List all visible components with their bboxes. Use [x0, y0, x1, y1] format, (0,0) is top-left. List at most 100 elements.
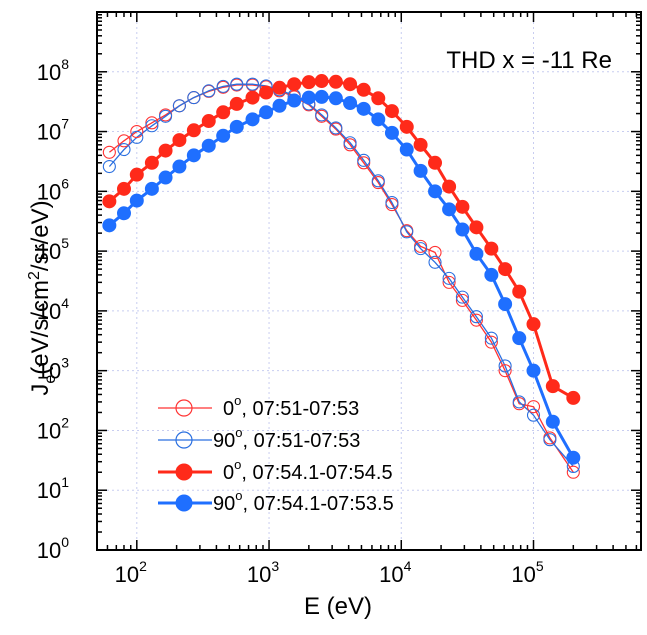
y-axis-title-rest1: (eV/s/cm	[27, 280, 54, 375]
x-tick-label-exp: 5	[536, 558, 544, 574]
y-tick-label-exp: 2	[61, 414, 69, 430]
legend-label: 0o, 07:51-07:53	[223, 393, 359, 420]
data-point	[384, 125, 399, 140]
x-tick-label: 105	[511, 558, 543, 587]
data-point	[371, 174, 385, 188]
data-point	[343, 96, 358, 111]
data-point	[498, 297, 513, 312]
legend-label-sup: o	[235, 425, 242, 440]
x-axis-title: E (eV)	[304, 593, 372, 620]
data-point	[484, 241, 499, 256]
y-tick-label-base: 10	[37, 418, 61, 443]
series-markers	[102, 74, 581, 479]
data-point	[442, 275, 456, 289]
x-tick-label-exp: 2	[139, 558, 147, 574]
data-point	[245, 112, 260, 127]
data-point	[314, 89, 329, 104]
legend-marker	[175, 431, 193, 449]
data-point	[526, 317, 541, 332]
data-point	[566, 390, 581, 405]
data-point	[116, 206, 131, 221]
legend-label-pre: 0	[223, 398, 234, 420]
x-tick-label: 103	[247, 558, 279, 587]
y-tick-label-exp: 3	[61, 355, 69, 371]
data-point	[202, 84, 216, 98]
data-point	[287, 93, 302, 108]
data-point	[512, 395, 526, 409]
data-point	[512, 331, 527, 346]
data-point	[158, 170, 173, 185]
data-point	[129, 167, 144, 182]
data-point	[526, 363, 541, 378]
data-point	[498, 364, 512, 378]
legend-label-sup: o	[234, 393, 241, 408]
data-point	[442, 202, 457, 217]
legend-label: 0o, 07:54.1-07:54.5	[223, 457, 393, 484]
x-tick-label-base: 10	[379, 562, 403, 587]
y-tick-label: 102	[37, 414, 69, 443]
legend-label-post: , 07:51-07:53	[241, 398, 359, 420]
data-point	[102, 145, 116, 159]
data-point	[329, 121, 343, 135]
chart-annotation: THD x = -11 Re	[446, 47, 612, 74]
data-point	[400, 225, 414, 239]
y-axis-title-main: J	[27, 384, 54, 396]
x-tick-label: 104	[379, 558, 411, 587]
data-point	[201, 114, 216, 129]
data-point	[130, 125, 144, 139]
data-point	[356, 82, 371, 97]
x-tick-label: 102	[115, 558, 147, 587]
data-point	[172, 159, 187, 174]
y-tick-label-base: 10	[37, 60, 61, 85]
data-point	[414, 242, 428, 256]
data-point	[145, 119, 159, 133]
y-tick-label-exp: 5	[61, 235, 69, 251]
data-point	[469, 246, 484, 261]
y-axis-title-rest2: /sr/eV)	[27, 200, 54, 271]
y-tick-label: 105	[37, 235, 69, 264]
data-point	[455, 199, 470, 214]
data-point	[328, 74, 343, 89]
y-tick-label-exp: 1	[61, 474, 69, 490]
data-point	[159, 109, 173, 123]
y-axis-title-sub: e	[42, 375, 59, 384]
data-point	[469, 310, 483, 324]
y-tick-label: 106	[37, 175, 69, 204]
legend-label-post: , 07:51-07:53	[242, 430, 360, 452]
data-point	[130, 130, 144, 144]
data-point	[428, 184, 443, 199]
y-tick-label: 104	[37, 295, 69, 324]
data-point	[566, 465, 580, 479]
data-point	[455, 290, 469, 304]
data-point	[245, 77, 260, 91]
data-point	[428, 245, 442, 259]
data-point	[216, 128, 231, 143]
x-tick-labels: 102 103 104 105	[115, 558, 544, 587]
data-point	[201, 138, 216, 153]
data-point	[442, 179, 457, 194]
data-point	[484, 267, 499, 282]
y-axis-title-sup: 2	[26, 271, 43, 280]
data-point	[455, 293, 469, 307]
y-tick-label-base: 10	[37, 239, 61, 264]
y-tick-label: 103	[37, 355, 69, 384]
data-point	[272, 98, 287, 113]
data-point	[172, 133, 187, 148]
data-point	[216, 105, 231, 120]
data-point	[230, 77, 244, 91]
data-point	[413, 163, 428, 178]
y-tick-label-base: 10	[37, 478, 61, 503]
data-point	[129, 193, 144, 208]
legend-label-post: , 07:54.1-07:54.5	[241, 462, 392, 484]
x-tick-label-exp: 3	[271, 558, 279, 574]
data-point	[229, 119, 244, 134]
data-point	[186, 148, 201, 163]
legend-label-pre: 90	[213, 430, 235, 452]
data-point	[545, 414, 560, 429]
y-axis-title: Je(eV/s/cm2/sr/eV)	[26, 200, 59, 395]
data-point	[357, 153, 371, 167]
data-point	[328, 91, 343, 106]
